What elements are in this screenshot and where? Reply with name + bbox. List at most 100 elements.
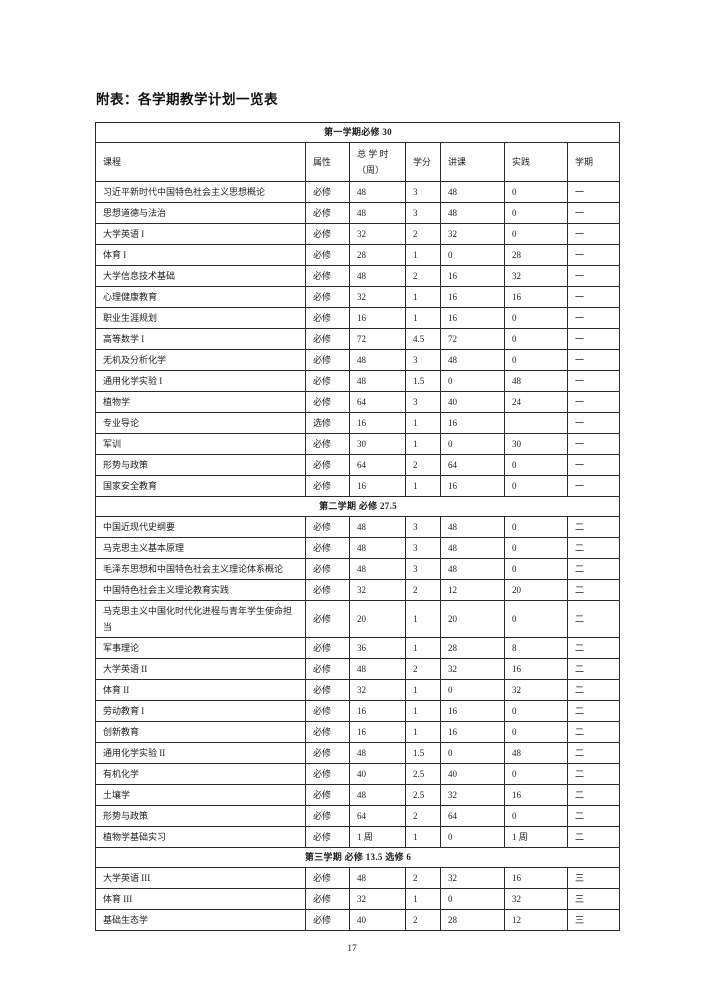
- table-cell: 必修: [305, 181, 350, 203]
- table-row: 土壤学 必修 48 2.5 32 16 二: [95, 784, 621, 806]
- course-name-cell: 大学英语 I: [95, 223, 306, 245]
- table-cell: 64: [440, 805, 505, 827]
- table-row: 无机及分析化学 必修 48 3 48 0 一: [95, 349, 621, 371]
- table-row: 军事理论 必修 36 1 28 8 二: [95, 637, 621, 659]
- table-cell: 3: [405, 537, 441, 559]
- section-header-row: 第二学期 必修 27.5: [94, 496, 621, 517]
- table-cell: 0: [440, 888, 505, 910]
- table-cell: 一: [566, 244, 621, 266]
- column-header-label: 讲课: [448, 157, 467, 167]
- column-header-label: 学期: [575, 157, 594, 167]
- table-cell: 必修: [305, 658, 350, 680]
- table-cell: 必修: [305, 454, 350, 476]
- table-cell: 2: [405, 805, 441, 827]
- table-cell: 1: [405, 600, 441, 638]
- table-cell: 12: [440, 579, 505, 601]
- table-row: 心理健康教育 必修 32 1 16 16 一: [95, 286, 621, 308]
- table-row: 中国近现代史纲要 必修 48 3 48 0 二: [95, 516, 621, 538]
- table-row: 职业生涯规划 必修 16 1 16 0 一: [95, 307, 621, 329]
- table-cell: 48: [349, 349, 406, 371]
- course-name-cell: 中国近现代史纲要: [95, 516, 306, 538]
- table-cell: 32: [440, 658, 505, 680]
- table-cell: 48: [440, 516, 505, 538]
- table-row: 马克思主义中国化时代化进程与青年学生使命担当 必修 20 1 20 0 二: [95, 600, 621, 638]
- table-cell: 必修: [305, 202, 350, 224]
- table-cell: 二: [566, 784, 621, 806]
- table-cell: 二: [566, 558, 621, 580]
- table-cell: 二: [566, 600, 621, 638]
- table-cell: 40: [349, 909, 406, 931]
- table-cell: 48: [349, 202, 406, 224]
- page-number: 17: [347, 944, 357, 954]
- course-name-cell: 毛泽东思想和中国特色社会主义理论体系概论: [95, 558, 306, 580]
- table-cell: 64: [440, 454, 505, 476]
- table-cell: 必修: [305, 700, 350, 722]
- table-row: 国家安全教育 必修 16 1 16 0 一: [95, 475, 621, 497]
- table-cell: 1: [405, 721, 441, 743]
- table-cell: 0: [504, 202, 568, 224]
- table-row: 习近平新时代中国特色社会主义思想概论 必修 48 3 48 0 一: [95, 181, 621, 203]
- table-cell: 二: [566, 516, 621, 538]
- table-cell: 48: [440, 349, 505, 371]
- column-header: 总 学 时 （周）: [349, 142, 406, 182]
- table-cell: 二: [566, 679, 621, 701]
- table-cell: 必修: [305, 286, 350, 308]
- table-cell: 64: [349, 391, 406, 413]
- table-cell: 0: [440, 679, 505, 701]
- course-name-cell: 大学信息技术基础: [95, 265, 306, 287]
- table-cell: 4.5: [405, 328, 441, 350]
- table-cell: 二: [566, 637, 621, 659]
- section-header-row: 第一学期必修 30: [94, 122, 621, 143]
- table-row: 马克思主义基本原理 必修 48 3 48 0 二: [95, 537, 621, 559]
- table-cell: 30: [349, 433, 406, 455]
- table-cell: 2: [405, 658, 441, 680]
- table-cell: 16: [440, 307, 505, 329]
- table-cell: 16: [504, 784, 568, 806]
- table-cell: 必修: [305, 307, 350, 329]
- table-cell: 必修: [305, 721, 350, 743]
- course-name-cell: 无机及分析化学: [95, 349, 306, 371]
- table-cell: 48: [440, 558, 505, 580]
- table-cell: 40: [440, 763, 505, 785]
- table-cell: 30: [504, 433, 568, 455]
- course-name-cell: 土壤学: [95, 784, 306, 806]
- table-cell: 16: [349, 475, 406, 497]
- table-cell: 20: [440, 600, 505, 638]
- column-header-label: 实践: [512, 157, 531, 167]
- table-cell: 48: [440, 181, 505, 203]
- table-cell: 必修: [305, 679, 350, 701]
- table-cell: 必修: [305, 391, 350, 413]
- table-cell: 1: [405, 307, 441, 329]
- table-cell: 2: [405, 223, 441, 245]
- table-cell: 32: [504, 679, 568, 701]
- table-cell: 必修: [305, 600, 350, 638]
- table-cell: 一: [566, 328, 621, 350]
- table-cell: 必修: [305, 637, 350, 659]
- table-cell: 选修: [305, 412, 350, 434]
- table-row: 大学英语 I 必修 32 2 32 0 一: [95, 223, 621, 245]
- course-name-cell: 体育 I: [95, 244, 306, 266]
- table-cell: 二: [566, 579, 621, 601]
- table-cell: 3: [405, 516, 441, 538]
- table-cell: 一: [566, 370, 621, 392]
- table-cell: 16: [349, 721, 406, 743]
- table-cell: 12: [504, 909, 568, 931]
- course-name-cell: 通用化学实验 II: [95, 742, 306, 764]
- table-row: 专业导论 选修 16 1 16 一: [95, 412, 621, 434]
- table-cell: 48: [349, 867, 406, 889]
- table-cell: 32: [349, 223, 406, 245]
- table-row: 创新教育 必修 16 1 16 0 二: [95, 721, 621, 743]
- course-name-cell: 职业生涯规划: [95, 307, 306, 329]
- table-cell: 1 周: [349, 826, 406, 848]
- column-header: 学分: [405, 142, 441, 182]
- table-cell: 32: [349, 679, 406, 701]
- course-name-cell: 形势与政策: [95, 454, 306, 476]
- section-header: 第二学期 必修 27.5: [94, 496, 621, 517]
- column-header-label: （周）: [357, 165, 385, 175]
- table-cell: 二: [566, 721, 621, 743]
- table-cell: 72: [440, 328, 505, 350]
- table-cell: 32: [504, 265, 568, 287]
- table-cell: 48: [440, 202, 505, 224]
- table-cell: 1: [405, 679, 441, 701]
